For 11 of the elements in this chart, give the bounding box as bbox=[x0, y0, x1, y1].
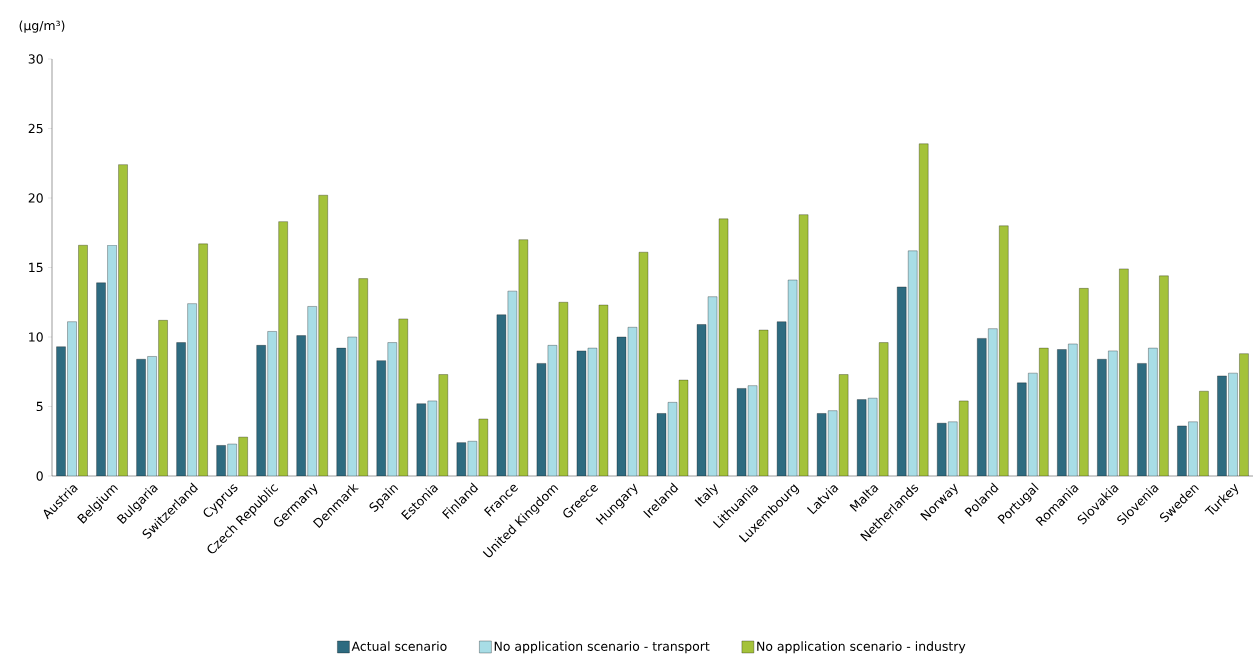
y-tick-label: 5 bbox=[36, 401, 43, 412]
y-tick-label: 30 bbox=[28, 54, 43, 64]
y-tick-label: 0 bbox=[36, 471, 43, 481]
legend-label: No application scenario - industry bbox=[757, 641, 966, 654]
y-tick-label: 25 bbox=[28, 123, 43, 134]
y-tick-label: 15 bbox=[29, 262, 43, 273]
y-axis-title: (µg/m³) bbox=[19, 20, 65, 33]
legend-label: Actual scenario bbox=[351, 641, 447, 651]
y-tick-label: 20 bbox=[28, 193, 43, 203]
y-tick-label: 10 bbox=[29, 332, 43, 342]
legend-label: No application scenario - transport bbox=[494, 641, 710, 654]
